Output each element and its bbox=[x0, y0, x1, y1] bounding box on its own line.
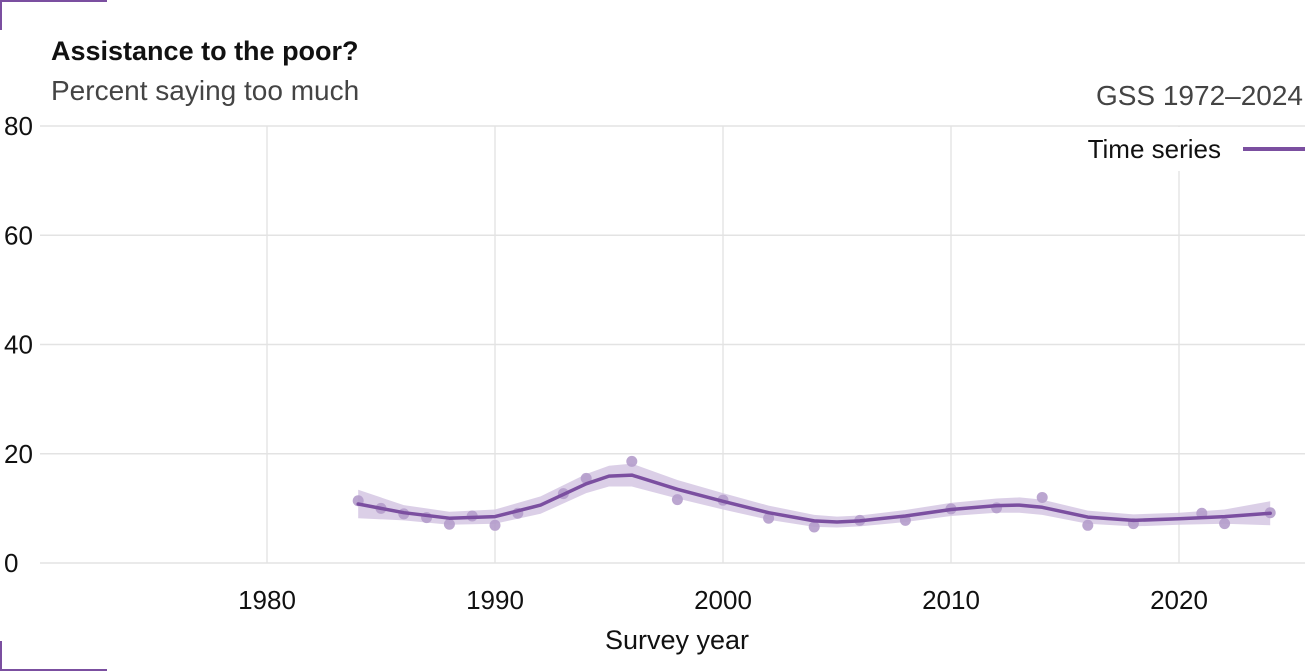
corner-bracket-top bbox=[0, 0, 107, 30]
y-tick-label-80: 80 bbox=[4, 111, 33, 141]
data-point-1998 bbox=[671, 494, 683, 506]
y-axis-ticks: 0 20 40 60 80 bbox=[4, 111, 33, 578]
data-point-1996 bbox=[626, 455, 638, 467]
trend-line bbox=[356, 473, 1272, 524]
y-tick-label-0: 0 bbox=[4, 548, 18, 578]
x-tick-label-2010: 2010 bbox=[922, 585, 980, 615]
chart-caption: GSS 1972–2024 bbox=[1095, 80, 1303, 111]
data-point-2002 bbox=[763, 512, 775, 524]
legend: Time series bbox=[1069, 127, 1305, 171]
x-axis-ticks: 1980 1990 2000 2010 2020 bbox=[238, 585, 1208, 615]
grid-lines bbox=[40, 125, 1305, 564]
chart-subtitle: Percent saying too much bbox=[51, 75, 360, 106]
y-tick-label-20: 20 bbox=[4, 439, 33, 469]
y-tick-label-60: 60 bbox=[4, 220, 33, 250]
x-axis-label: Survey year bbox=[605, 625, 749, 655]
trend-line-layer bbox=[356, 473, 1272, 524]
legend-label: Time series bbox=[1087, 133, 1221, 164]
data-point-1990 bbox=[489, 519, 501, 531]
corner-bracket-bottom bbox=[0, 641, 107, 671]
x-tick-label-1990: 1990 bbox=[466, 585, 524, 615]
data-point-2004 bbox=[808, 521, 820, 533]
legend-line-swatch bbox=[1243, 147, 1305, 151]
data-point-1988 bbox=[443, 518, 455, 530]
data-point-2016 bbox=[1082, 519, 1094, 531]
data-point-2014 bbox=[1036, 491, 1048, 503]
y-tick-label-40: 40 bbox=[4, 330, 33, 360]
x-tick-label-2000: 2000 bbox=[694, 585, 752, 615]
x-tick-label-2020: 2020 bbox=[1150, 585, 1208, 615]
x-tick-label-1980: 1980 bbox=[238, 585, 296, 615]
chart-title: Assistance to the poor? bbox=[51, 36, 359, 66]
data-point-2022 bbox=[1219, 518, 1231, 530]
